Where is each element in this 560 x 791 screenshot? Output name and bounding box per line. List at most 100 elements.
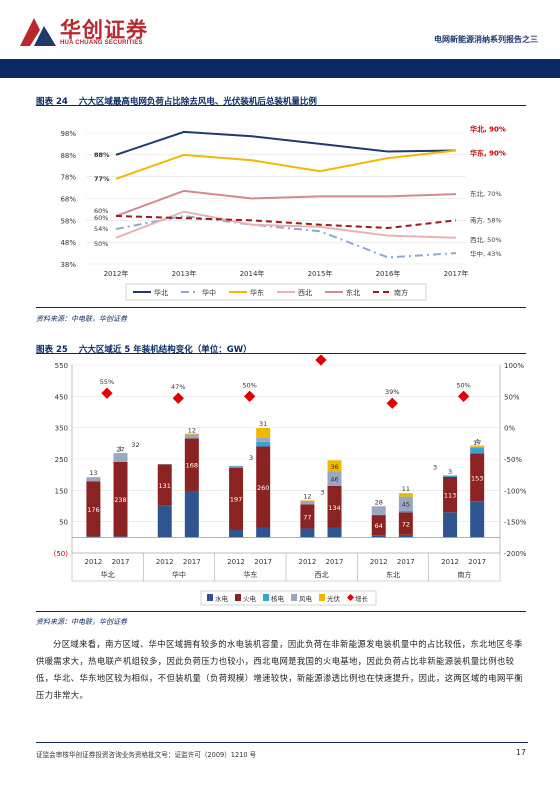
bar-value-label: 28 [375, 498, 383, 506]
bar-segment-核电 [470, 448, 485, 454]
bar-segment-风电 [86, 477, 101, 482]
series-end-label: 华北, 90% [470, 124, 506, 133]
y2-tick-label: -200% [504, 550, 526, 558]
y-tick-label: 550 [55, 362, 68, 370]
bar-value-label: 176 [87, 506, 99, 514]
bar-segment-火电 [327, 485, 342, 528]
body-paragraph: 分区域来看，南方区域、华中区域拥有较多的水电装机容量，因此负荷在非新能源发电装机… [36, 639, 524, 700]
x-region-label: 西北 [315, 571, 329, 579]
bar-value-label: 4 [475, 438, 479, 446]
bar-value-label: 46 [330, 476, 338, 484]
fig24-title: 六大区域最高电网负荷占比除去风电、光伏装机后总装机量比例 [78, 97, 317, 107]
legend-swatch [319, 594, 325, 601]
bar-value-label: 64 [375, 522, 383, 530]
bar-segment-风电 [371, 506, 386, 516]
bar-segment-火电 [398, 512, 413, 535]
series-line-西北 [115, 210, 457, 239]
legend-label: 水电 [215, 594, 229, 603]
y-tick-label: (50) [54, 550, 69, 558]
series-end-label: 南方, 58% [470, 215, 502, 224]
bar-segment-水电 [327, 527, 342, 538]
bar-value-label: 72 [402, 521, 410, 529]
legend-label: 西北 [298, 289, 312, 297]
bar-segment-风电 [398, 496, 413, 511]
y-tick-label: 350 [55, 425, 68, 433]
bar-segment-风电 [184, 434, 199, 439]
x-region-label: 华东 [243, 570, 257, 579]
bar-segment-光伏 [113, 453, 128, 454]
bar-segment-风电 [256, 437, 271, 442]
series-line-东北 [115, 189, 457, 217]
bar-segment-火电 [470, 453, 485, 502]
header-band [0, 59, 560, 78]
series-line-华东 [115, 149, 457, 180]
legend-label: 火电 [243, 594, 257, 603]
series-line-华北 [115, 130, 457, 156]
bar-value-label: 1 [118, 445, 122, 453]
bar-segment-风电 [157, 464, 172, 465]
x-tick-label: 2013年 [172, 269, 197, 278]
footer-rule [36, 742, 528, 743]
y2-tick-label: 0% [504, 425, 515, 433]
y-tick-label: 78% [60, 174, 76, 182]
x-year-label: 2012 [370, 558, 388, 566]
bar-value-label: 36 [330, 463, 338, 471]
bar-value-label: 134 [328, 504, 340, 512]
y2-tick-label: -100% [504, 487, 526, 495]
y2-tick-label: -50% [504, 456, 522, 464]
bar-segment-风电 [327, 471, 342, 486]
bar-segment-水电 [157, 505, 172, 538]
growth-label: 47% [171, 383, 185, 391]
legend-label: 华东 [250, 288, 264, 297]
fig24-source: 资料来源：中电联，华创证券 [36, 315, 127, 323]
bar-extra-label: 3 [433, 463, 437, 471]
bar-segment-水电 [470, 501, 485, 538]
bar-segment-火电 [256, 446, 271, 528]
x-tick-label: 2012年 [104, 269, 129, 278]
y-tick-label: 58% [60, 217, 76, 225]
bar-segment-水电 [229, 529, 244, 538]
bar-segment-水电 [398, 534, 413, 538]
x-region-label: 华北 [101, 570, 115, 579]
series-line-南方 [115, 214, 457, 229]
x-year-label: 2012 [156, 558, 174, 566]
legend-swatch [263, 594, 269, 601]
bar-segment-风电 [113, 453, 128, 462]
bar-value-label: 197 [230, 496, 242, 504]
series-end-label: 华中, 43% [470, 249, 502, 258]
fig24-bottom-rule [36, 307, 526, 308]
bar-segment-光伏 [300, 500, 315, 501]
x-year-label: 2012 [227, 558, 245, 566]
y-tick-label: 48% [60, 239, 76, 247]
growth-label: 50% [456, 381, 470, 389]
bar-value-label: 153 [471, 474, 483, 482]
legend-box [125, 283, 427, 301]
stacked-bar-chart: (50) 50 150 250 350 450 550 100% 50% 0% -50% -100% -… [54, 355, 526, 606]
x-region-label: 华中 [172, 570, 186, 579]
series-end-label: 西北, 50% [470, 236, 502, 244]
x-tick-label: 2016年 [376, 269, 401, 278]
growth-label: 50% [242, 381, 256, 389]
legend-label: 南方 [394, 288, 408, 297]
logo: 华创证券 HUA CHUANG SECURITIES [20, 14, 180, 48]
bar-value-label: 11 [402, 485, 410, 493]
legend-swatch [346, 593, 355, 602]
legend-swatch [291, 594, 297, 601]
growth-marker [101, 387, 113, 399]
bar-segment-火电 [86, 481, 101, 537]
fig25-title: 六大区域近 5 年装机结构变化（单位：GW） [78, 345, 252, 355]
page-number: 17 [515, 748, 526, 757]
bar-segment-火电 [113, 461, 128, 537]
growth-marker [315, 355, 327, 366]
bar-segment-水电 [256, 527, 271, 538]
legend-label: 华中 [202, 288, 216, 297]
growth-marker [386, 397, 398, 409]
bar-segment-水电 [113, 536, 128, 538]
legend-label: 核电 [271, 594, 285, 603]
y-tick-label: 50 [59, 519, 68, 527]
x-year-label: 2017 [397, 558, 415, 566]
line-chart: 38% 48% 58% 68% 78% 88% 98% 2012年 2013年 2014年 2015… [60, 124, 506, 301]
y-tick-label: 88% [60, 152, 76, 160]
bar-value-label: 45 [402, 501, 410, 509]
fig25-bottom-rule [36, 611, 526, 612]
